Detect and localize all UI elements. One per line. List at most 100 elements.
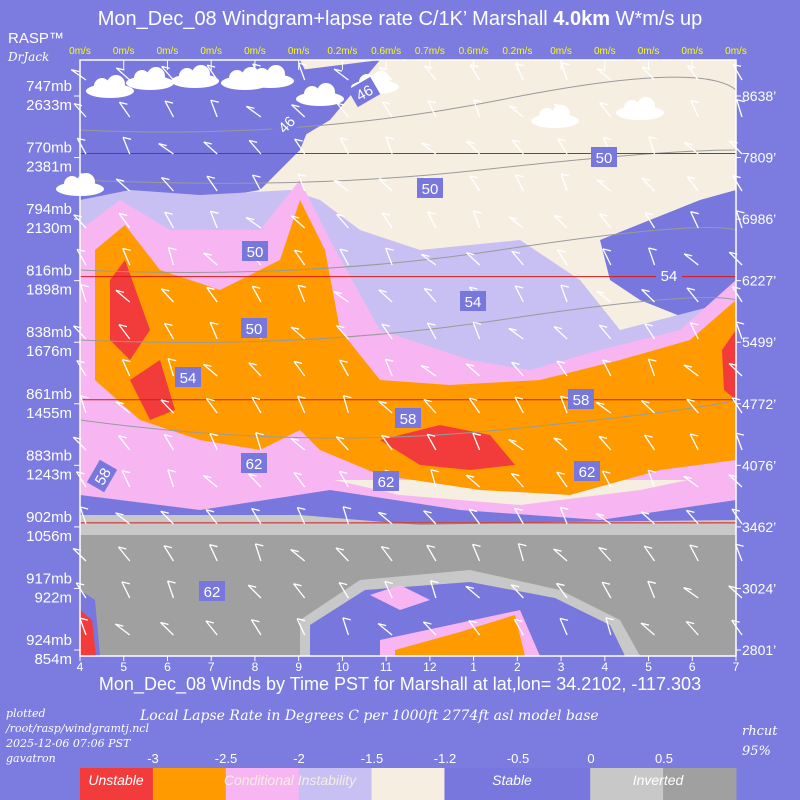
wind-barb	[647, 358, 657, 377]
lapse-caption: Local Lapse Rate in Degrees C per 1000ft…	[140, 708, 599, 724]
wstar-label: 0.2m/s	[327, 46, 357, 57]
wind-barb	[338, 581, 349, 599]
contour-label: 54	[656, 265, 682, 285]
wstar-label: 0m/s	[681, 46, 703, 57]
cloud-icon	[126, 67, 174, 90]
wind-barb	[377, 623, 393, 636]
wind-barb	[465, 252, 481, 266]
height-m-label: 2130m	[26, 220, 72, 237]
wind-barb	[556, 138, 568, 155]
wind-barb	[290, 437, 306, 451]
svg-text:58: 58	[92, 465, 115, 488]
wind-barb	[210, 99, 219, 118]
wind-barb	[333, 179, 349, 192]
wind-barb	[421, 142, 437, 155]
legend-swatch	[371, 768, 445, 800]
wind-barb	[426, 544, 437, 562]
wind-barb	[599, 102, 612, 118]
wind-barb	[648, 136, 658, 155]
x-tick-label: 5	[120, 660, 127, 674]
wind-barb	[468, 619, 481, 636]
legend-category: Stable	[492, 772, 532, 788]
wind-barb	[339, 359, 349, 377]
wind-barb	[205, 397, 218, 414]
wind-barb	[689, 544, 699, 562]
cloud-icon	[531, 105, 579, 128]
wind-barb	[381, 434, 393, 451]
wind-barb	[297, 62, 307, 81]
wind-barb	[596, 68, 612, 81]
height-m-label: 1898m	[26, 282, 72, 299]
legend-swatch	[444, 768, 518, 800]
contour-label: 50	[241, 318, 267, 338]
x-tick-label: 3	[558, 660, 565, 674]
pressure-label: 794mb	[26, 201, 72, 218]
height-m-label: 1455m	[26, 405, 72, 422]
height-m-label: 1243m	[26, 466, 72, 483]
wind-barb	[378, 289, 393, 303]
wind-barb	[251, 396, 262, 414]
wind-barb	[426, 322, 437, 340]
wind-barb	[70, 69, 87, 81]
wind-barb	[553, 214, 568, 229]
rhcut: rhcut 95%	[742, 722, 777, 762]
svg-text:58: 58	[573, 392, 590, 409]
wind-barb	[339, 248, 349, 266]
wind-barb	[338, 470, 349, 488]
wind-barb	[422, 621, 437, 636]
contour-label: 50	[242, 241, 268, 261]
wind-barb	[690, 211, 699, 229]
x-axis-title: Mon_Dec_08 Winds by Time PST for Marshal…	[98, 674, 702, 694]
wind-barb	[296, 618, 306, 636]
wind-barb	[644, 323, 656, 340]
height-m-label: 2381m	[26, 159, 72, 176]
wind-barb	[465, 585, 481, 599]
wind-barb	[297, 284, 307, 303]
wind-barb	[378, 400, 393, 414]
x-tick-label: 7	[733, 660, 740, 674]
timestamp: 2025-12-06 07:06 PST	[6, 737, 131, 750]
wind-barb	[601, 470, 612, 488]
wind-barb	[205, 509, 218, 525]
legend-tick: -3	[147, 751, 159, 766]
wstar-label: 0m/s	[725, 46, 747, 57]
wind-barb	[115, 178, 131, 192]
wind-barb	[420, 253, 437, 266]
wind-barb	[121, 581, 131, 599]
legend-swatch	[298, 768, 373, 800]
wind-barb	[508, 439, 524, 451]
wind-barb	[643, 545, 656, 562]
wind-barb	[560, 173, 570, 192]
wind-barb	[294, 138, 306, 155]
cloud-icon	[246, 65, 294, 88]
wind-barb	[514, 285, 524, 303]
wind-barb	[381, 101, 393, 118]
wind-barb	[556, 249, 568, 266]
wind-barbs	[70, 62, 745, 636]
wind-barb	[514, 507, 524, 525]
wind-barb	[472, 210, 482, 229]
cloud-icon	[171, 65, 219, 88]
wind-barb	[559, 506, 569, 525]
contour-label: 62	[574, 461, 600, 481]
height-ft-label: 3462’	[742, 519, 776, 535]
wind-barb	[167, 469, 177, 488]
legend-category: Unstable	[88, 772, 143, 788]
wind-barb	[335, 324, 349, 340]
wind-barb	[647, 469, 657, 488]
username: gavatron	[6, 752, 56, 765]
wind-barb	[163, 433, 175, 451]
wind-barb	[167, 358, 177, 377]
wstar-label: 0m/s	[288, 46, 310, 57]
height-m-label: 1676m	[26, 343, 72, 360]
wind-barb	[79, 395, 89, 414]
wind-barb	[160, 510, 174, 525]
contour-label: 50	[591, 147, 617, 167]
wind-barb	[121, 358, 131, 377]
legend-swatch	[225, 768, 300, 800]
lapse-rate-field	[80, 60, 736, 656]
legend-tick: -2.5	[215, 751, 237, 766]
contour-label: 50	[417, 178, 443, 198]
wind-barb	[427, 211, 437, 229]
wind-barb	[644, 212, 656, 229]
